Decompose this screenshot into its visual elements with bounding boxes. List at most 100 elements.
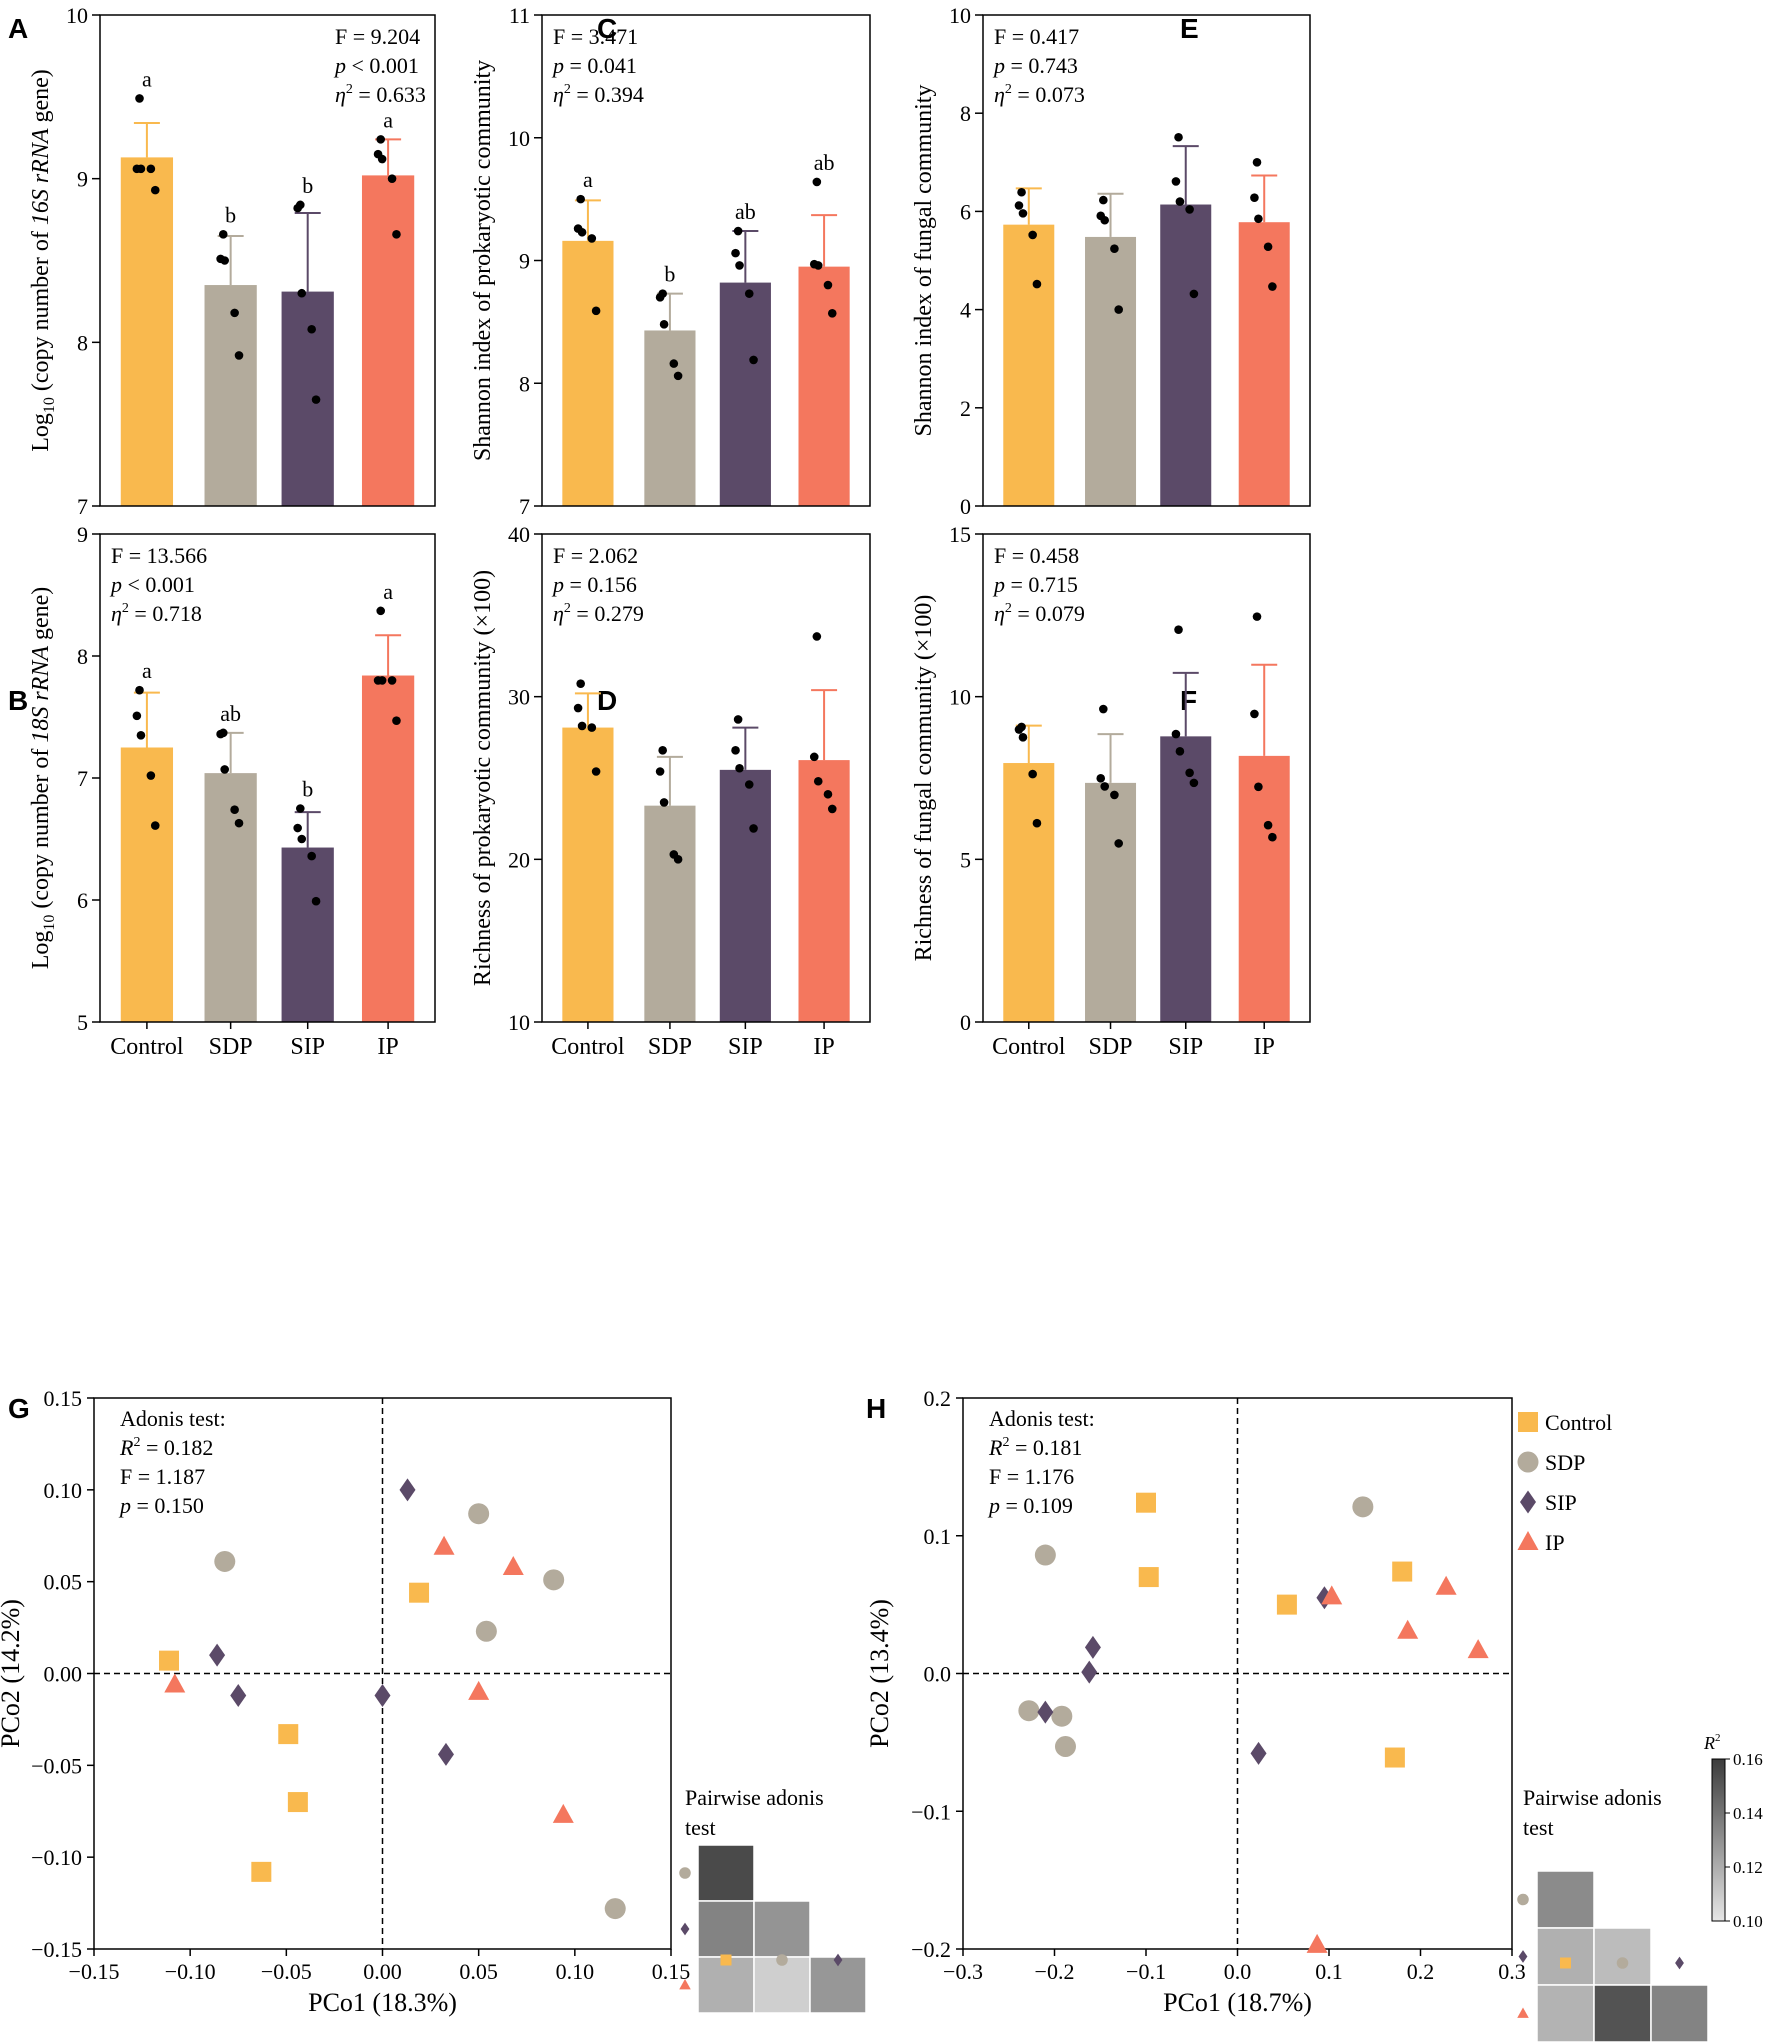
pairwise-title: Pairwise adonis [685, 1785, 824, 1810]
y-tick-label: 0 [960, 1010, 971, 1035]
data-point [1100, 215, 1110, 225]
data-point [1185, 205, 1194, 214]
stat-label: p [992, 572, 1005, 597]
stat-line: p = 0.041 [551, 53, 637, 78]
stat-value: 0.073 [1035, 82, 1085, 107]
data-point [827, 804, 837, 814]
data-point [376, 135, 386, 144]
y-tick-label: 11 [509, 3, 530, 28]
data-point [735, 763, 744, 773]
data-point [1096, 774, 1106, 783]
point-ip [1321, 1585, 1343, 1605]
heatmap-cell [1536, 1984, 1595, 2043]
data-point [1014, 725, 1024, 734]
stat-line: F = 0.417 [994, 24, 1079, 49]
data-point [1263, 242, 1273, 252]
stat-value: 0.715 [1028, 572, 1078, 597]
panel-letter-A: A [8, 13, 28, 44]
stat-value: 0.041 [587, 53, 637, 78]
y-axis-label-italic: 16S rRNA [28, 128, 54, 225]
stat-line: η2 = 0.079 [994, 601, 1085, 626]
point-control [1276, 1594, 1297, 1615]
bar-ip [361, 175, 415, 507]
plot-frame [99, 14, 436, 507]
pairwise-title: Pairwise adonis [1523, 1785, 1662, 1810]
heatmap-cell [1593, 1927, 1652, 1986]
significance-letter: ab [220, 701, 241, 726]
adonis-r2-operator: = [140, 1435, 163, 1460]
adonis-p-operator: = [1000, 1493, 1023, 1518]
point-sip [437, 1742, 454, 1766]
y-tick-label: 7 [77, 766, 88, 791]
point-sdp [1018, 1700, 1040, 1722]
data-point [132, 711, 142, 721]
heatmap-cell [1536, 1870, 1595, 1929]
x-tick-label: −0.1 [1126, 1959, 1166, 1984]
panel-letter-G: G [8, 1393, 30, 1424]
data-point [813, 776, 823, 786]
stat-value: 9.204 [371, 24, 421, 49]
stat-value: 0.458 [1030, 543, 1080, 568]
stat-value: 0.079 [1035, 601, 1085, 626]
significance-letter: a [383, 107, 393, 132]
point-ip [433, 1535, 455, 1555]
stat-line: η2 = 0.073 [994, 82, 1085, 107]
y-axis-label-italic: 18S rRNA [28, 646, 54, 743]
bar-sdp [1085, 782, 1137, 1022]
stat-value: 2.062 [589, 543, 639, 568]
bar-sip [719, 282, 771, 506]
stat-line: η2 = 0.279 [553, 601, 644, 626]
data-point [146, 164, 156, 174]
data-point [1263, 820, 1273, 830]
data-point [823, 789, 833, 799]
data-point [655, 293, 665, 302]
data-point [577, 227, 587, 237]
data-point [1174, 132, 1183, 142]
data-point [307, 324, 316, 334]
significance-letter: b [302, 777, 313, 802]
data-point [297, 834, 307, 844]
heatmap-row-icon [1517, 1893, 1529, 1906]
legend-label: SIP [1545, 1490, 1577, 1515]
x-axis-label: PCo1 (18.3%) [308, 1988, 457, 2017]
y-tick-label: 4 [960, 298, 971, 323]
bar-control [562, 240, 614, 507]
bar-ip [361, 675, 415, 1022]
adonis-r2-value: 0.181 [1033, 1435, 1083, 1460]
point-sip [230, 1684, 247, 1708]
data-point [812, 632, 822, 641]
y-tick-label: −0.10 [31, 1845, 82, 1870]
y-axis-label-text: gene) [28, 587, 54, 646]
y-axis-label-text: Shannon index of prokaryotic community [470, 60, 496, 461]
stat-value: 0.718 [152, 601, 202, 626]
heatmap-row-icon [1518, 1950, 1528, 1963]
data-point [296, 804, 305, 813]
x-tick-label: 0.05 [459, 1959, 498, 1984]
point-control [1392, 1561, 1413, 1582]
y-tick-label: 6 [77, 888, 88, 913]
data-point [150, 185, 160, 195]
y-tick-label: 10 [508, 126, 530, 151]
y-tick-label: 10 [949, 3, 971, 28]
data-point [659, 320, 669, 329]
adonis-title: Adonis test: [120, 1406, 226, 1431]
chart-panel-f: Richness of fungal community (×100) 0 5 10 1… [911, 522, 1311, 1060]
y-tick-label: −0.05 [31, 1753, 82, 1778]
stat-operator: = [129, 601, 152, 626]
adonis-f-value: 1.176 [1025, 1464, 1075, 1489]
point-sdp [475, 1620, 497, 1642]
y-tick-label: 7 [519, 494, 530, 519]
data-point [587, 234, 597, 243]
adonis-p-value: 0.150 [154, 1493, 204, 1518]
significance-letter: a [142, 66, 152, 91]
point-sdp [1054, 1736, 1076, 1758]
panel-letter-B: B [8, 685, 28, 716]
colorbar-label-sup: 2 [1715, 1732, 1721, 1744]
stat-operator: = [353, 82, 376, 107]
stat-operator: = [571, 601, 594, 626]
stat-label: F = [111, 543, 147, 568]
plot-frame [541, 533, 871, 1023]
stat-label: F = [335, 24, 371, 49]
y-tick-label: 15 [949, 522, 971, 547]
x-tick-label: 0.0 [1224, 1959, 1252, 1984]
